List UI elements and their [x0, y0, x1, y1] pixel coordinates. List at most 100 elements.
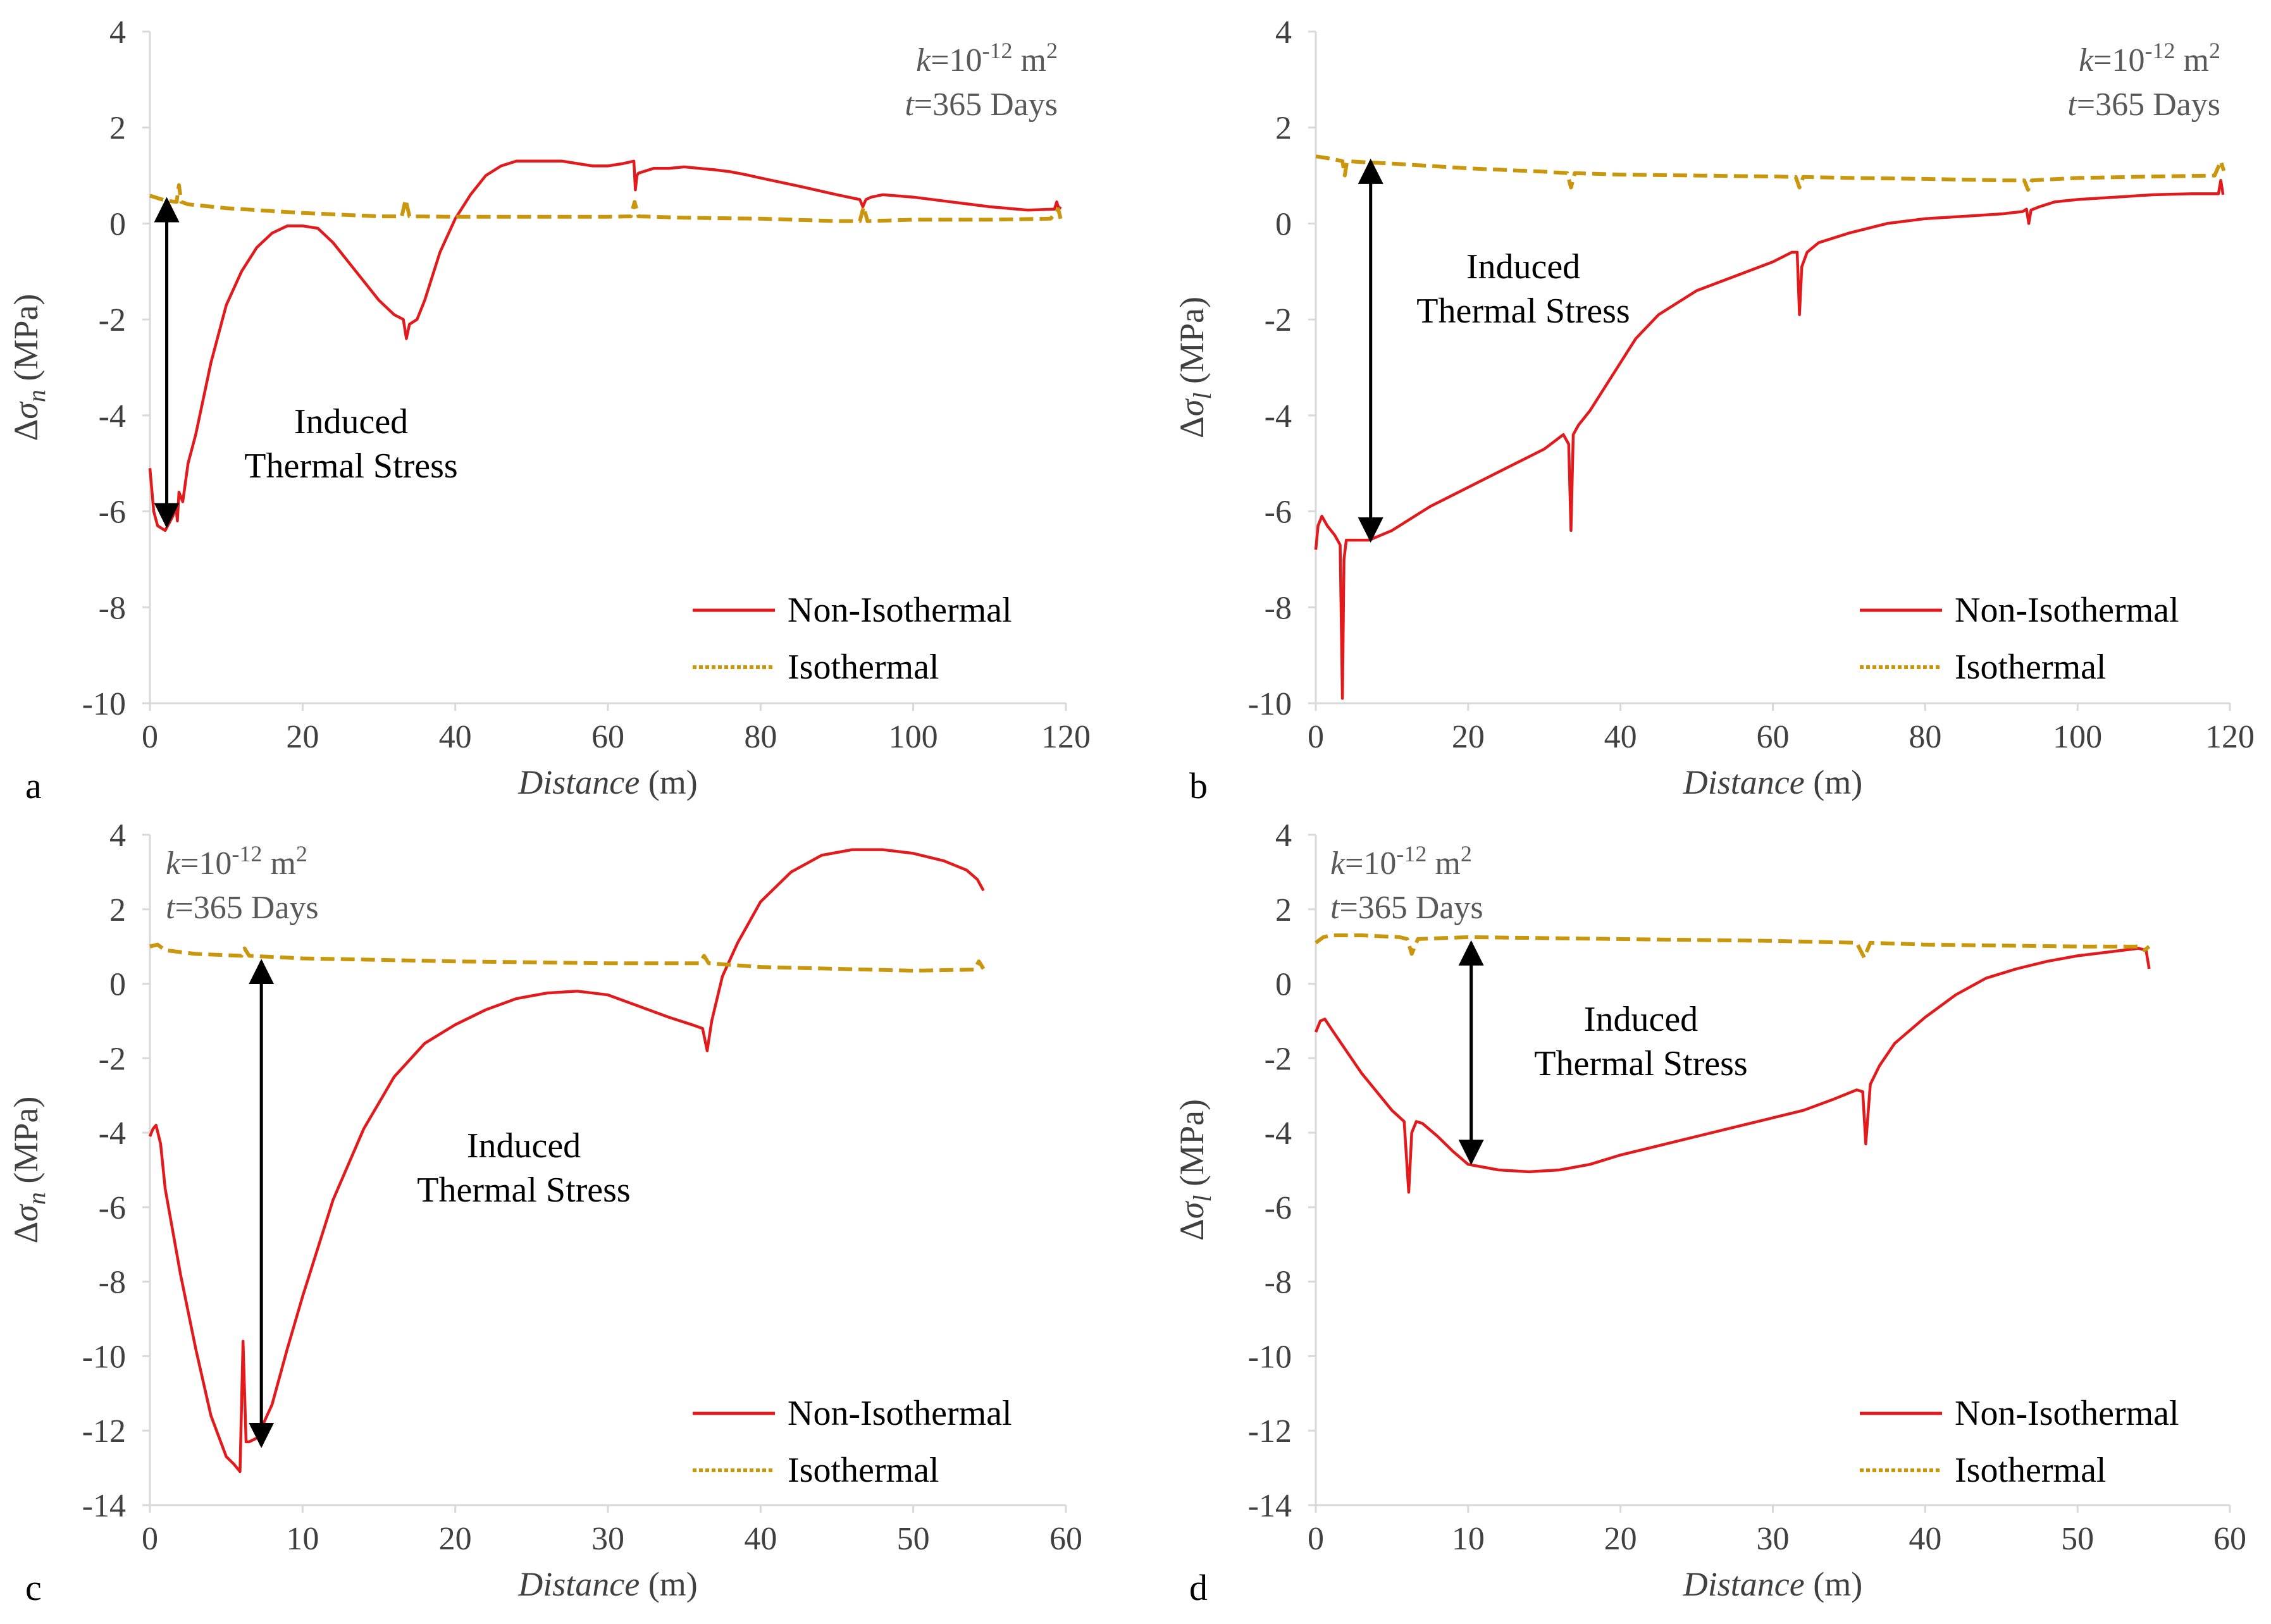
- param-time: t=365 Days: [2067, 87, 2220, 123]
- y-tick-label: -12: [1248, 1413, 1292, 1449]
- panel-letter: a: [25, 765, 42, 806]
- x-tick-label: 40: [744, 1521, 777, 1557]
- legend-label-isothermal: Isothermal: [1955, 1451, 2106, 1490]
- legend-label-non-isothermal: Non-Isothermal: [788, 1394, 1012, 1433]
- y-tick-label: -2: [1265, 302, 1292, 338]
- x-tick-label: 80: [744, 719, 777, 755]
- y-axis-title-subscript: n: [22, 1192, 51, 1205]
- legend-label-isothermal: Isothermal: [1955, 648, 2106, 687]
- x-tick-label: 20: [439, 1521, 472, 1557]
- y-axis-title-sigma: σ: [7, 1203, 45, 1222]
- annotation-line-2: Thermal Stress: [417, 1171, 630, 1210]
- param-t-value: =365 Days: [2077, 87, 2220, 123]
- x-tick-label: 20: [1452, 719, 1485, 755]
- param-t-symbol: t: [2067, 87, 2077, 123]
- isothermal-series-line: [1315, 154, 2226, 192]
- y-tick-label: -4: [1265, 1116, 1292, 1152]
- y-tick-label: 4: [1275, 15, 1292, 51]
- param-k-exponent: -12: [232, 841, 262, 866]
- y-tick-label: -6: [1265, 1190, 1292, 1226]
- x-tick-label: 0: [142, 719, 158, 755]
- x-tick-label: 100: [2053, 719, 2102, 755]
- y-tick-label: -10: [1248, 1339, 1292, 1375]
- y-tick-label: -10: [82, 686, 126, 722]
- x-axis-title-var: Distance: [1683, 763, 1805, 801]
- y-axis-title-sigma: σ: [1173, 1200, 1211, 1219]
- param-k-unit: m: [1013, 42, 1046, 78]
- y-tick-label: 2: [109, 892, 126, 928]
- param-k-symbol: k: [2079, 42, 2094, 78]
- y-axis-title-subscript: n: [22, 390, 51, 402]
- x-tick-label: 0: [1308, 1521, 1324, 1557]
- y-tick-label: -12: [82, 1413, 126, 1449]
- param-k-unit: m: [1426, 846, 1460, 882]
- x-tick-label: 40: [439, 719, 472, 755]
- y-axis-title-symbol: Δ: [7, 1222, 45, 1244]
- legend-label-isothermal: Isothermal: [788, 1451, 939, 1490]
- x-tick-label: 60: [591, 719, 624, 755]
- y-axis-title: Δσn (MPa): [7, 294, 51, 441]
- y-axis-title-unit: (MPa): [7, 1097, 45, 1192]
- param-t-value: =365 Days: [1339, 890, 1483, 926]
- param-k-symbol: k: [1330, 846, 1346, 882]
- legend-label-non-isothermal: Non-Isothermal: [1955, 591, 2179, 630]
- param-k-exponent: -12: [2145, 38, 2175, 63]
- x-axis-title-var: Distance: [517, 1565, 640, 1603]
- annotation-line-2: Thermal Stress: [1534, 1044, 1747, 1083]
- non-isothermal-series-line: [1314, 178, 2225, 700]
- legend-label-isothermal: Isothermal: [788, 648, 939, 687]
- legend: Non-Isothermal Isothermal: [693, 591, 1012, 687]
- y-axis-title-symbol: Δ: [1173, 416, 1211, 438]
- param-permeability: k=10-12 m2: [916, 38, 1058, 78]
- x-tick-label: 40: [1909, 1521, 1941, 1557]
- y-axis-title-unit: (MPa): [7, 294, 45, 390]
- x-axis-title: Distance (m): [1683, 1565, 1862, 1603]
- y-tick-label: 0: [109, 206, 126, 242]
- x-tick-label: 120: [1041, 719, 1091, 755]
- x-axis-title: Distance (m): [517, 763, 697, 801]
- y-tick-label: -8: [99, 1265, 126, 1301]
- y-axis-title-symbol: Δ: [7, 419, 45, 441]
- y-axis-title: Δσl (MPa): [1173, 297, 1216, 438]
- param-time: t=365 Days: [166, 890, 319, 926]
- param-t-symbol: t: [1330, 890, 1340, 926]
- y-tick-label: -10: [1248, 686, 1292, 722]
- param-k-exponent: -12: [982, 38, 1013, 63]
- x-axis-title: Distance (m): [1683, 763, 1862, 801]
- y-tick-label: -2: [99, 1041, 126, 1077]
- panel-letter: d: [1189, 1567, 1208, 1608]
- annotation-line-2: Thermal Stress: [1416, 292, 1630, 331]
- param-k-exponent: -12: [1396, 841, 1426, 866]
- param-k-value: =10: [931, 42, 982, 78]
- param-time: t=365 Days: [1330, 890, 1483, 926]
- y-tick-label: -10: [82, 1339, 126, 1375]
- legend: Non-Isothermal Isothermal: [1860, 1394, 2179, 1490]
- param-k-symbol: k: [166, 846, 181, 882]
- non-isothermal-series-line: [148, 848, 985, 1473]
- y-tick-label: -2: [99, 302, 126, 338]
- y-tick-label: 4: [109, 818, 126, 854]
- y-tick-label: -6: [1265, 495, 1292, 531]
- y-tick-label: 0: [1275, 206, 1292, 242]
- param-time: t=365 Days: [905, 87, 1058, 123]
- annotation-line-1: Induced: [1584, 1000, 1698, 1039]
- param-k-value: =10: [180, 846, 232, 882]
- param-k-value: =10: [2093, 42, 2144, 78]
- isothermal-series-line: [1315, 933, 2151, 960]
- y-tick-label: -4: [99, 1116, 126, 1152]
- x-tick-label: 10: [1452, 1521, 1485, 1557]
- param-k-unit-exponent: 2: [2209, 38, 2220, 63]
- param-permeability: k=10-12 m2: [2079, 38, 2220, 78]
- x-tick-label: 0: [142, 1521, 158, 1557]
- param-t-value: =365 Days: [914, 87, 1058, 123]
- y-axis-title: Δσn (MPa): [7, 1097, 51, 1244]
- y-tick-label: 4: [1275, 818, 1292, 854]
- x-tick-label: 50: [897, 1521, 930, 1557]
- y-tick-label: -4: [1265, 398, 1292, 434]
- param-k-unit-exponent: 2: [1461, 841, 1472, 866]
- x-tick-label: 0: [1308, 719, 1324, 755]
- panel-letter: c: [25, 1567, 42, 1608]
